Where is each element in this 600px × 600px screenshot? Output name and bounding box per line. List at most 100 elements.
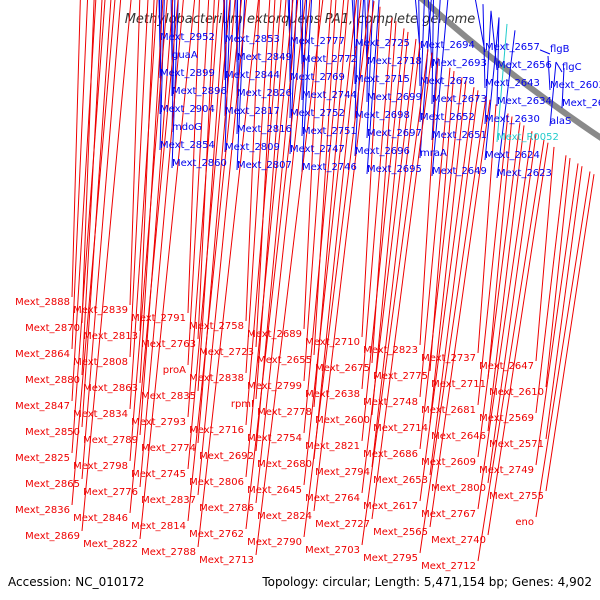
reverse-leader-line (545, 166, 583, 440)
reverse-gene-label: Mext_2686 (363, 449, 418, 460)
forward-gene-label: Mext_2816 (237, 124, 292, 135)
reverse-leader-line (71, 0, 89, 350)
reverse-leader-line (129, 0, 149, 358)
forward-gene-label: Mext_2826 (237, 88, 292, 99)
reverse-leader-line (245, 0, 294, 478)
forward-leader-line (235, 0, 238, 63)
reverse-leader-line (371, 52, 433, 520)
reverse-gene-label: Mext_2869 (25, 531, 80, 542)
reverse-leader-line (129, 0, 158, 410)
forward-leader-line (364, 0, 368, 67)
forward-leader-line (224, 0, 226, 81)
forward-leader-line (159, 0, 165, 151)
reverse-leader-line (71, 0, 116, 506)
reverse-leader-line (419, 96, 487, 554)
forward-gene-label: Mext_2777 (290, 36, 345, 47)
reverse-leader-line (187, 0, 231, 470)
forward-gene-label: Mext_2849 (237, 52, 292, 63)
forward-leader-line (539, 49, 551, 55)
reverse-gene-label: Mext_2646 (431, 431, 486, 442)
reverse-leader-line (419, 67, 451, 398)
reverse-gene-label: Mext_2790 (247, 537, 302, 548)
reverse-leader-line (303, 0, 332, 382)
forward-leader-line (301, 0, 313, 173)
forward-gene-label: Mext_2694 (420, 40, 475, 51)
reverse-gene-label: eno (515, 517, 534, 528)
reverse-gene-label: Mext_2850 (25, 427, 80, 438)
reverse-gene-label: Mext_2600 (315, 415, 370, 426)
reverse-gene-label: Mext_2788 (141, 547, 196, 558)
reverse-gene-label: Mext_2737 (421, 353, 476, 364)
reverse-leader-line (371, 31, 409, 416)
forward-leader-line (287, 0, 291, 47)
forward-leader-line (353, 0, 356, 85)
reverse-gene-label: Mext_2569 (479, 413, 534, 424)
forward-gene-label: Mext_2634 (497, 96, 552, 107)
forward-gene-label: Mext_2697 (367, 128, 422, 139)
reverse-leader-line (303, 0, 357, 486)
reverse-gene-label: Mext_2655 (257, 355, 312, 366)
reverse-gene-label: Mext_2799 (247, 381, 302, 392)
forward-gene-label: Mext_2718 (367, 56, 422, 67)
reverse-gene-label: Mext_2727 (315, 519, 370, 530)
forward-gene-label: Mext_2746 (302, 162, 357, 173)
forward-gene-label: Mext_R0052 (497, 132, 559, 143)
forward-gene-label: Mext_2643 (485, 78, 540, 89)
forward-gene-label: Mext_2698 (355, 110, 410, 121)
reverse-gene-label: Mext_2774 (141, 443, 196, 454)
reverse-gene-label: Mext_2749 (479, 465, 534, 476)
reverse-leader-line (477, 113, 509, 406)
forward-gene-label: Mext_2860 (172, 158, 227, 169)
reverse-leader-line (313, 0, 337, 356)
forward-gene-label: mdoG (172, 122, 202, 133)
gene-labels: Mext_2952 guaA Mext_2899 Mext_2896 Mext_2904… (15, 32, 600, 572)
reverse-leader-line (303, 0, 345, 434)
reverse-gene-label: Mext_2793 (131, 417, 186, 428)
reverse-gene-label: Mext_2808 (73, 357, 128, 368)
reverse-leader-line (81, 0, 112, 428)
reverse-leader-line (245, 0, 271, 374)
forward-leader-line (354, 0, 364, 157)
forward-leader-line (224, 0, 228, 117)
reverse-gene-label: Mext_2825 (15, 453, 70, 464)
forward-gene-label: flgC (562, 62, 582, 73)
reverse-leader-line (303, 0, 321, 330)
forward-leader-line (159, 0, 161, 79)
reverse-gene-label: Mext_2758 (189, 321, 244, 332)
reverse-leader-line (245, 0, 282, 426)
forward-leader-line (496, 23, 508, 143)
reverse-gene-label: Mext_2776 (83, 487, 138, 498)
reverse-gene-label: Mext_2755 (489, 491, 544, 502)
reverse-leader-line (255, 0, 276, 348)
reverse-gene-label: Mext_2689 (247, 329, 302, 340)
forward-leader-line (427, 0, 433, 69)
reverse-leader-line (545, 157, 571, 388)
reverse-leader-line (371, 42, 421, 468)
reverse-gene-label: Mext_2836 (15, 505, 70, 516)
forward-leader-line (490, 10, 498, 71)
forward-gene-label: Mext_2652 (420, 112, 475, 123)
reverse-gene-label: Mext_2565 (373, 527, 428, 538)
forward-leader-line (418, 0, 421, 87)
forward-leader-line (555, 61, 563, 73)
reverse-gene-label: Mext_2786 (199, 503, 254, 514)
reverse-gene-label: Mext_2703 (305, 545, 360, 556)
reverse-gene-label: Mext_2767 (421, 509, 476, 520)
reverse-leader-line (139, 0, 184, 488)
forward-gene-label: Mext_2696 (355, 146, 410, 157)
reverse-gene-label: Mext_2712 (421, 561, 476, 572)
forward-leader-line (474, 0, 486, 53)
reverse-leader-line (419, 57, 439, 346)
forward-gene-label: flgB (550, 44, 570, 55)
forward-gene-label: Mext_2623 (497, 168, 552, 179)
forward-leader-line (236, 0, 242, 135)
reverse-gene-label: Mext_2610 (489, 387, 544, 398)
forward-leader-line (171, 0, 173, 97)
forward-gene-label: Mext_2673 (432, 94, 487, 105)
forward-leader-line (236, 0, 246, 171)
reverse-gene-label: Mext_2723 (199, 347, 254, 358)
reverse-gene-label: Mext_2653 (373, 475, 428, 486)
forward-gene-label: Mext_2899 (160, 68, 215, 79)
reverse-gene-label: Mext_2710 (305, 337, 360, 348)
forward-gene-label: Mext_2853 (225, 34, 280, 45)
